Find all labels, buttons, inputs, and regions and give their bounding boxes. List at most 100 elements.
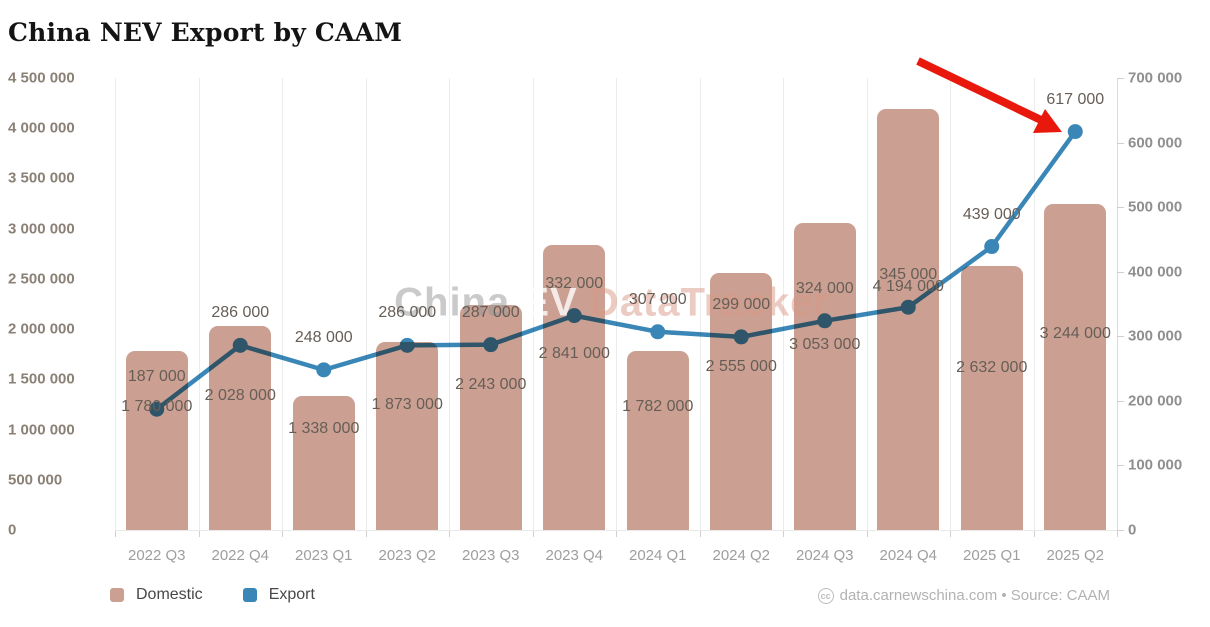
domestic-value-label: 2 841 000 — [538, 345, 610, 362]
export-value-label: 248 000 — [294, 328, 353, 346]
x-axis-label: 2023 Q3 — [461, 547, 520, 564]
export-value-label: 287 000 — [461, 303, 520, 321]
export-point-2023-q3[interactable] — [483, 337, 499, 353]
bar-2024-q2[interactable] — [710, 273, 773, 530]
export-point-2025-q1[interactable] — [984, 239, 1000, 255]
export-point-2023-q2[interactable] — [399, 337, 415, 353]
x-axis-tick — [198, 530, 200, 537]
x-axis-label: 2025 Q1 — [962, 547, 1021, 564]
right-axis-tick — [1117, 336, 1124, 338]
export-swatch-icon[interactable] — [242, 588, 257, 602]
export-point-2022-q4[interactable] — [232, 337, 248, 353]
domestic-value-label: 2 243 000 — [455, 376, 527, 393]
left-axis-label: 3 500 000 — [8, 169, 75, 187]
export-value-label: 617 000 — [1046, 90, 1105, 108]
gridline — [532, 78, 534, 530]
gridline — [198, 78, 200, 530]
x-axis-tick — [365, 530, 367, 537]
watermark-datatracker: DataTracker — [589, 280, 830, 325]
export-point-2024-q4[interactable] — [900, 299, 916, 315]
right-axis-label: 500 000 — [1128, 198, 1183, 216]
watermark: China EV DataTracker — [394, 281, 830, 326]
right-axis-label: 700 000 — [1128, 69, 1183, 87]
bar-2022-q3[interactable] — [125, 351, 188, 530]
right-axis-tick — [1117, 271, 1124, 273]
left-axis-label: 2 000 000 — [8, 320, 75, 338]
export-value-label: 299 000 — [712, 295, 771, 313]
x-axis-tick — [1117, 530, 1118, 537]
right-axis-label: 200 000 — [1128, 392, 1183, 410]
export-point-2023-q4[interactable] — [566, 308, 582, 324]
gridline — [783, 78, 784, 530]
x-axis-label: 2024 Q1 — [628, 547, 687, 564]
bar-2025-q2[interactable] — [1044, 204, 1107, 530]
export-point-2024-q3[interactable] — [817, 313, 833, 329]
export-line — [155, 130, 1078, 412]
export-value-label: 307 000 — [628, 290, 687, 308]
x-axis-label: 2025 Q2 — [1046, 547, 1105, 564]
left-axis-label: 0 — [8, 521, 17, 539]
gridline — [449, 78, 450, 530]
gridline — [115, 78, 116, 530]
bar-2024-q3[interactable] — [793, 223, 856, 530]
bar-2024-q4[interactable] — [877, 108, 940, 530]
domestic-value-label: 4 194 000 — [872, 278, 944, 295]
export-point-2024-q1[interactable] — [650, 324, 666, 340]
bar-2023-q1[interactable] — [292, 395, 355, 530]
x-axis-label: 2022 Q4 — [211, 547, 270, 564]
x-axis-label: 2023 Q2 — [378, 547, 437, 564]
x-axis-line — [115, 530, 1117, 531]
x-axis-label: 2024 Q3 — [795, 547, 854, 564]
gridline — [365, 78, 367, 530]
domestic-value-label: 2 555 000 — [705, 358, 777, 375]
bar-2024-q1[interactable] — [626, 351, 689, 530]
creative-commons-icon: cc — [817, 587, 834, 604]
x-axis-label: 2024 Q2 — [712, 547, 771, 564]
export-point-2024-q2[interactable] — [733, 329, 749, 345]
right-axis-label: 300 000 — [1128, 327, 1183, 345]
right-axis-line — [1117, 78, 1118, 530]
domestic-value-label: 2 028 000 — [204, 387, 276, 404]
watermark-china: China — [394, 280, 523, 325]
right-axis-tick — [1117, 78, 1124, 79]
arrow-shaft — [916, 57, 1043, 124]
export-value-label: 439 000 — [962, 205, 1021, 223]
right-axis-tick — [1117, 530, 1124, 531]
left-axis-label: 500 000 — [8, 471, 63, 489]
right-axis-tick — [1117, 142, 1124, 144]
right-axis-tick — [1117, 400, 1124, 402]
right-axis-label: 0 — [1128, 521, 1137, 539]
gridline — [950, 78, 951, 530]
domestic-value-label: 1 782 000 — [622, 398, 694, 415]
export-value-label: 345 000 — [879, 266, 938, 284]
export-point-2025-q2[interactable] — [1067, 124, 1083, 140]
x-axis-tick — [783, 530, 784, 537]
right-axis-tick — [1117, 465, 1124, 467]
legend-label-domestic[interactable]: Domestic — [136, 586, 203, 603]
bar-2023-q2[interactable] — [376, 341, 439, 530]
export-value-label: 332 000 — [545, 274, 604, 292]
left-axis-label: 1 500 000 — [8, 370, 75, 388]
bar-2025-q1[interactable] — [960, 265, 1023, 530]
chart-title: China NEV Export by CAAM — [8, 18, 403, 47]
export-point-2022-q3[interactable] — [149, 401, 165, 417]
bar-2023-q4[interactable] — [543, 244, 606, 530]
export-point-2023-q1[interactable] — [316, 362, 332, 378]
x-axis-tick — [866, 530, 868, 537]
left-axis-label: 4 500 000 — [8, 69, 75, 87]
left-axis-label: 3 000 000 — [8, 220, 75, 238]
legend-label-export[interactable]: Export — [268, 586, 315, 603]
x-axis-tick — [449, 530, 450, 537]
x-axis-tick — [950, 530, 951, 537]
domestic-value-label: 3 053 000 — [789, 336, 861, 353]
export-value-label: 187 000 — [127, 368, 186, 386]
x-axis-tick — [282, 530, 283, 537]
domestic-value-label: 1 780 000 — [121, 398, 193, 415]
right-axis-label: 600 000 — [1128, 134, 1183, 152]
gridline — [282, 78, 283, 530]
x-axis-label: 2023 Q4 — [545, 547, 604, 564]
domestic-swatch-icon[interactable] — [110, 588, 124, 602]
arrow-head-icon — [1033, 109, 1062, 133]
